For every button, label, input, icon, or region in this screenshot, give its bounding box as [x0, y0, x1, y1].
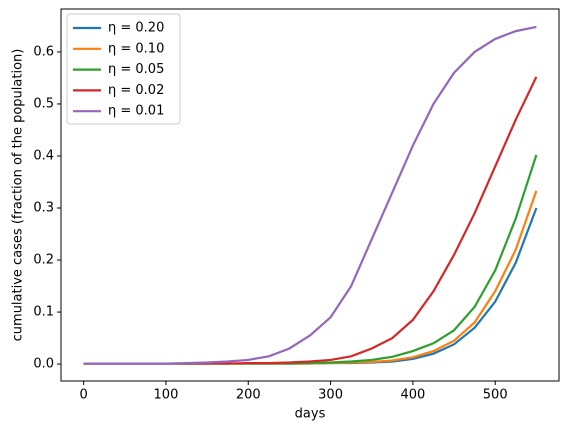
y-tick-label: 0.5	[33, 96, 54, 111]
legend-label: η = 0.01	[108, 104, 164, 119]
line-series	[83, 190, 538, 365]
y-tick-label: 0.4	[33, 148, 54, 163]
x-tick-label: 100	[154, 388, 179, 403]
legend-label: η = 0.05	[108, 62, 164, 77]
y-tick-label: 0.1	[33, 305, 54, 320]
plot-frame	[60, 8, 560, 382]
x-axis-label: days	[295, 407, 326, 422]
y-axis-label: cumulative cases (fraction of the popula…	[11, 49, 26, 342]
x-tick-label: 200	[236, 388, 261, 403]
line-series	[83, 207, 538, 365]
y-tick-label: 0.0	[33, 357, 54, 372]
line-series	[83, 25, 537, 365]
legend-label: η = 0.02	[108, 83, 164, 98]
y-tick-label: 0.2	[33, 253, 54, 268]
legend-label: η = 0.10	[108, 41, 164, 56]
x-tick-label: 0	[79, 388, 87, 403]
legend-box	[66, 13, 181, 125]
x-tick-label: 400	[400, 388, 425, 403]
x-tick-label: 300	[318, 388, 343, 403]
y-tick-label: 0.3	[33, 201, 54, 216]
y-tick-label: 0.6	[33, 44, 54, 59]
x-tick-label: 500	[483, 388, 508, 403]
legend-label: η = 0.20	[108, 21, 164, 36]
